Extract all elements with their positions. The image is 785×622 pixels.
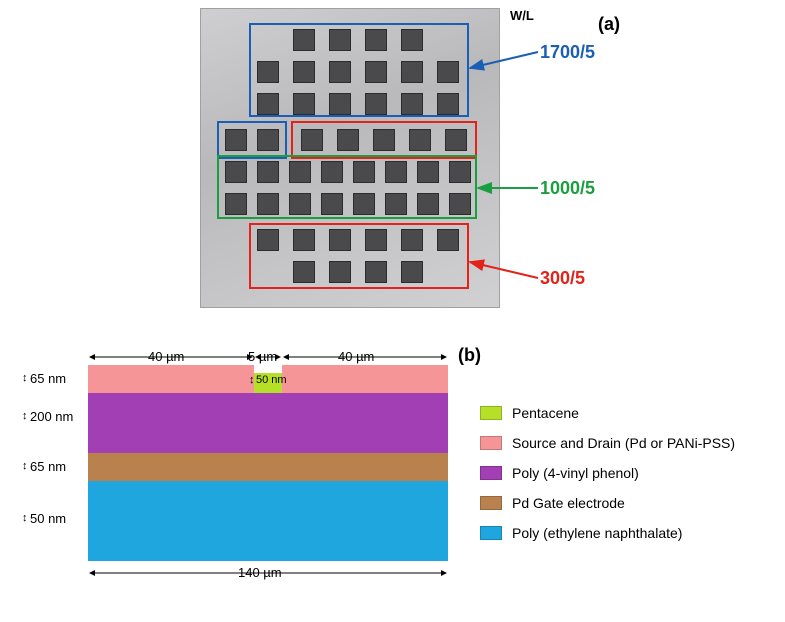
legend-swatch: [480, 466, 502, 480]
legend-label: Pentacene: [512, 405, 579, 421]
legend-swatch: [480, 526, 502, 540]
legend-label: Poly (4-vinyl phenol): [512, 465, 639, 481]
panel-b: (b) 40 µm 5 µm 40 µm: [10, 345, 770, 615]
legend-swatch: [480, 496, 502, 510]
panel-b-label: (b): [458, 345, 481, 366]
dim-200nm: ↕200 nm: [30, 409, 73, 424]
legend-item: Pd Gate electrode: [480, 495, 735, 511]
legend: Pentacene Source and Drain (Pd or PANi-PS…: [480, 405, 735, 555]
red-box2: [249, 223, 469, 289]
dim-50nm: ↕50 nm: [30, 511, 66, 526]
legend-item: Pentacene: [480, 405, 735, 421]
blue-box: [249, 23, 469, 117]
legend-item: Poly (ethylene naphthalate): [480, 525, 735, 541]
blue-box2: [217, 121, 287, 159]
ratio-1000: 1000/5: [540, 178, 595, 199]
dim-50nm-inner: ↕ 50 nm: [256, 374, 287, 386]
dim-65nm-a: ↕65 nm: [30, 371, 66, 386]
ratio-1700: 1700/5: [540, 42, 595, 63]
green-box: [217, 155, 477, 219]
legend-item: Poly (4-vinyl phenol): [480, 465, 735, 481]
ratio-300: 300/5: [540, 268, 585, 289]
dim-65nm-b: ↕65 nm: [30, 459, 66, 474]
layer-stack: 40 µm 5 µm 40 µm ↕ 50 nm 140 µm: [88, 365, 448, 595]
dim-140um: 140 µm: [238, 565, 282, 580]
wafer-photo: [200, 8, 500, 308]
legend-item: Source and Drain (Pd or PANi-PSS): [480, 435, 735, 451]
wl-header: W/L: [510, 8, 704, 23]
dim-40um-right: 40 µm: [338, 349, 374, 364]
dim-40um-left: 40 µm: [148, 349, 184, 364]
legend-label: Source and Drain (Pd or PANi-PSS): [512, 435, 735, 451]
legend-swatch: [480, 406, 502, 420]
red-box: [291, 121, 477, 159]
dim-5um: 5 µm: [248, 349, 277, 364]
legend-label: Poly (ethylene naphthalate): [512, 525, 682, 541]
legend-swatch: [480, 436, 502, 450]
panel-a: (a) W/L 1700/5 1000/5 300/5: [140, 8, 640, 308]
legend-label: Pd Gate electrode: [512, 495, 625, 511]
